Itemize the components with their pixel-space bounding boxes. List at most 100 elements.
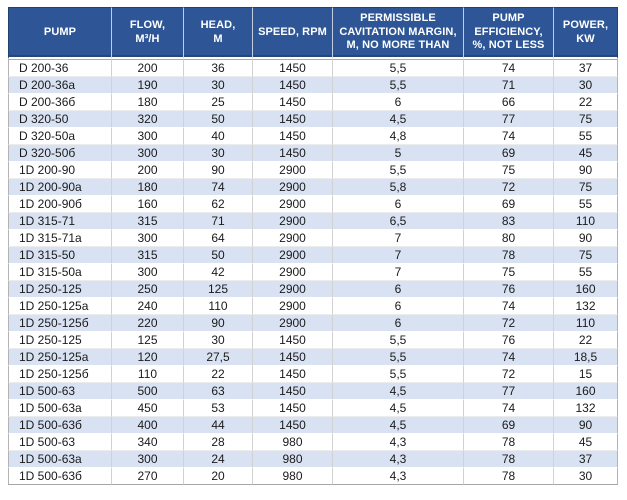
cavitation-margin-cell: 5,5 bbox=[333, 77, 464, 94]
speed-cell: 1450 bbox=[253, 145, 333, 162]
table-row: 1D 250-125б 220 90 2900 6 72 110 bbox=[8, 315, 618, 332]
table-row: D 320-50a 300 40 1450 4,8 74 55 bbox=[8, 128, 618, 145]
cavitation-margin-cell: 5,5 bbox=[333, 366, 464, 383]
head-cell: 30 bbox=[184, 145, 253, 162]
flow-cell: 300 bbox=[112, 451, 184, 468]
power-cell: 30 bbox=[554, 468, 618, 485]
speed-cell: 980 bbox=[253, 451, 333, 468]
pump-name-cell: 1D 500-63a bbox=[8, 400, 112, 417]
cavitation-margin-cell: 6 bbox=[333, 315, 464, 332]
power-cell: 22 bbox=[554, 332, 618, 349]
speed-cell: 2900 bbox=[253, 298, 333, 315]
power-cell: 110 bbox=[554, 213, 618, 230]
cavitation-margin-cell: 7 bbox=[333, 230, 464, 247]
power-cell: 55 bbox=[554, 264, 618, 281]
efficiency-cell: 74 bbox=[464, 400, 554, 417]
flow-cell: 240 bbox=[112, 298, 184, 315]
flow-cell: 315 bbox=[112, 247, 184, 264]
speed-cell: 2900 bbox=[253, 247, 333, 264]
speed-cell: 2900 bbox=[253, 196, 333, 213]
pump-name-cell: 1D 315-71 bbox=[8, 213, 112, 230]
power-cell: 55 bbox=[554, 128, 618, 145]
table-row: 1D 250-125a 240 110 2900 6 74 132 bbox=[8, 298, 618, 315]
column-header-pump: PUMP bbox=[8, 7, 112, 59]
pump-name-cell: 1D 500-63 bbox=[8, 383, 112, 400]
efficiency-cell: 78 bbox=[464, 247, 554, 264]
cavitation-margin-cell: 6 bbox=[333, 196, 464, 213]
cavitation-margin-cell: 5 bbox=[333, 145, 464, 162]
table-row: 1D 500-63a 300 24 980 4,3 78 37 bbox=[8, 451, 618, 468]
speed-cell: 2900 bbox=[253, 213, 333, 230]
head-cell: 40 bbox=[184, 128, 253, 145]
head-cell: 20 bbox=[184, 468, 253, 485]
speed-cell: 2900 bbox=[253, 264, 333, 281]
table-header: PUMP FLOW, M³/H HEAD, M SPEED, RPM PERMISSIB… bbox=[8, 7, 618, 59]
head-cell: 30 bbox=[184, 332, 253, 349]
flow-cell: 250 bbox=[112, 281, 184, 298]
speed-cell: 1450 bbox=[253, 400, 333, 417]
head-cell: 28 bbox=[184, 434, 253, 451]
flow-cell: 180 bbox=[112, 94, 184, 111]
head-cell: 36 bbox=[184, 59, 253, 77]
power-cell: 45 bbox=[554, 145, 618, 162]
pump-name-cell: 1D 250-125 bbox=[8, 281, 112, 298]
cavitation-margin-cell: 7 bbox=[333, 247, 464, 264]
cavitation-margin-cell: 4,3 bbox=[333, 434, 464, 451]
efficiency-cell: 74 bbox=[464, 349, 554, 366]
pump-name-cell: 1D 500-63 bbox=[8, 434, 112, 451]
flow-cell: 450 bbox=[112, 400, 184, 417]
efficiency-cell: 74 bbox=[464, 59, 554, 77]
cavitation-margin-cell: 4,3 bbox=[333, 468, 464, 485]
cavitation-margin-cell: 4,5 bbox=[333, 383, 464, 400]
pump-name-cell: 1D 250-125a bbox=[8, 349, 112, 366]
column-header-head: HEAD, M bbox=[184, 7, 253, 59]
table-row: 1D 315-71a 300 64 2900 7 80 90 bbox=[8, 230, 618, 247]
pump-name-cell: 1D 500-63б bbox=[8, 468, 112, 485]
head-cell: 50 bbox=[184, 247, 253, 264]
table-row: 1D 500-63 500 63 1450 4,5 77 160 bbox=[8, 383, 618, 400]
efficiency-cell: 77 bbox=[464, 383, 554, 400]
table-row: 1D 250-125 125 30 1450 5,5 76 22 bbox=[8, 332, 618, 349]
power-cell: 75 bbox=[554, 247, 618, 264]
pump-name-cell: 1D 500-63б bbox=[8, 417, 112, 434]
flow-cell: 120 bbox=[112, 349, 184, 366]
table-row: 1D 315-71 315 71 2900 6,5 83 110 bbox=[8, 213, 618, 230]
pump-name-cell: D 320-50б bbox=[8, 145, 112, 162]
power-cell: 37 bbox=[554, 59, 618, 77]
efficiency-cell: 69 bbox=[464, 196, 554, 213]
flow-cell: 300 bbox=[112, 264, 184, 281]
power-cell: 75 bbox=[554, 111, 618, 128]
flow-cell: 160 bbox=[112, 196, 184, 213]
table-header-row: PUMP FLOW, M³/H HEAD, M SPEED, RPM PERMISSIB… bbox=[8, 7, 618, 59]
column-header-cavitation-margin: PERMISSIBLE CAVITATION MARGIN, M, NO MOR… bbox=[333, 7, 464, 59]
speed-cell: 1450 bbox=[253, 383, 333, 400]
power-cell: 75 bbox=[554, 179, 618, 196]
power-cell: 37 bbox=[554, 451, 618, 468]
table-row: D 200-36б 180 25 1450 6 66 22 bbox=[8, 94, 618, 111]
speed-cell: 2900 bbox=[253, 281, 333, 298]
table-row: 1D 500-63б 400 44 1450 4,5 69 90 bbox=[8, 417, 618, 434]
cavitation-margin-cell: 4,3 bbox=[333, 451, 464, 468]
efficiency-cell: 72 bbox=[464, 315, 554, 332]
cavitation-margin-cell: 6 bbox=[333, 281, 464, 298]
pump-name-cell: 1D 250-125 bbox=[8, 332, 112, 349]
table-row: 1D 200-90a 180 74 2900 5,8 72 75 bbox=[8, 179, 618, 196]
flow-cell: 220 bbox=[112, 315, 184, 332]
flow-cell: 300 bbox=[112, 145, 184, 162]
speed-cell: 2900 bbox=[253, 179, 333, 196]
head-cell: 110 bbox=[184, 298, 253, 315]
column-header-speed: SPEED, RPM bbox=[253, 7, 333, 59]
efficiency-cell: 78 bbox=[464, 451, 554, 468]
flow-cell: 320 bbox=[112, 111, 184, 128]
head-cell: 90 bbox=[184, 162, 253, 179]
power-cell: 45 bbox=[554, 434, 618, 451]
efficiency-cell: 76 bbox=[464, 332, 554, 349]
efficiency-cell: 72 bbox=[464, 366, 554, 383]
table-row: 1D 500-63 340 28 980 4,3 78 45 bbox=[8, 434, 618, 451]
speed-cell: 2900 bbox=[253, 162, 333, 179]
efficiency-cell: 83 bbox=[464, 213, 554, 230]
head-cell: 63 bbox=[184, 383, 253, 400]
power-cell: 90 bbox=[554, 162, 618, 179]
flow-cell: 180 bbox=[112, 179, 184, 196]
pump-name-cell: 1D 315-50a bbox=[8, 264, 112, 281]
